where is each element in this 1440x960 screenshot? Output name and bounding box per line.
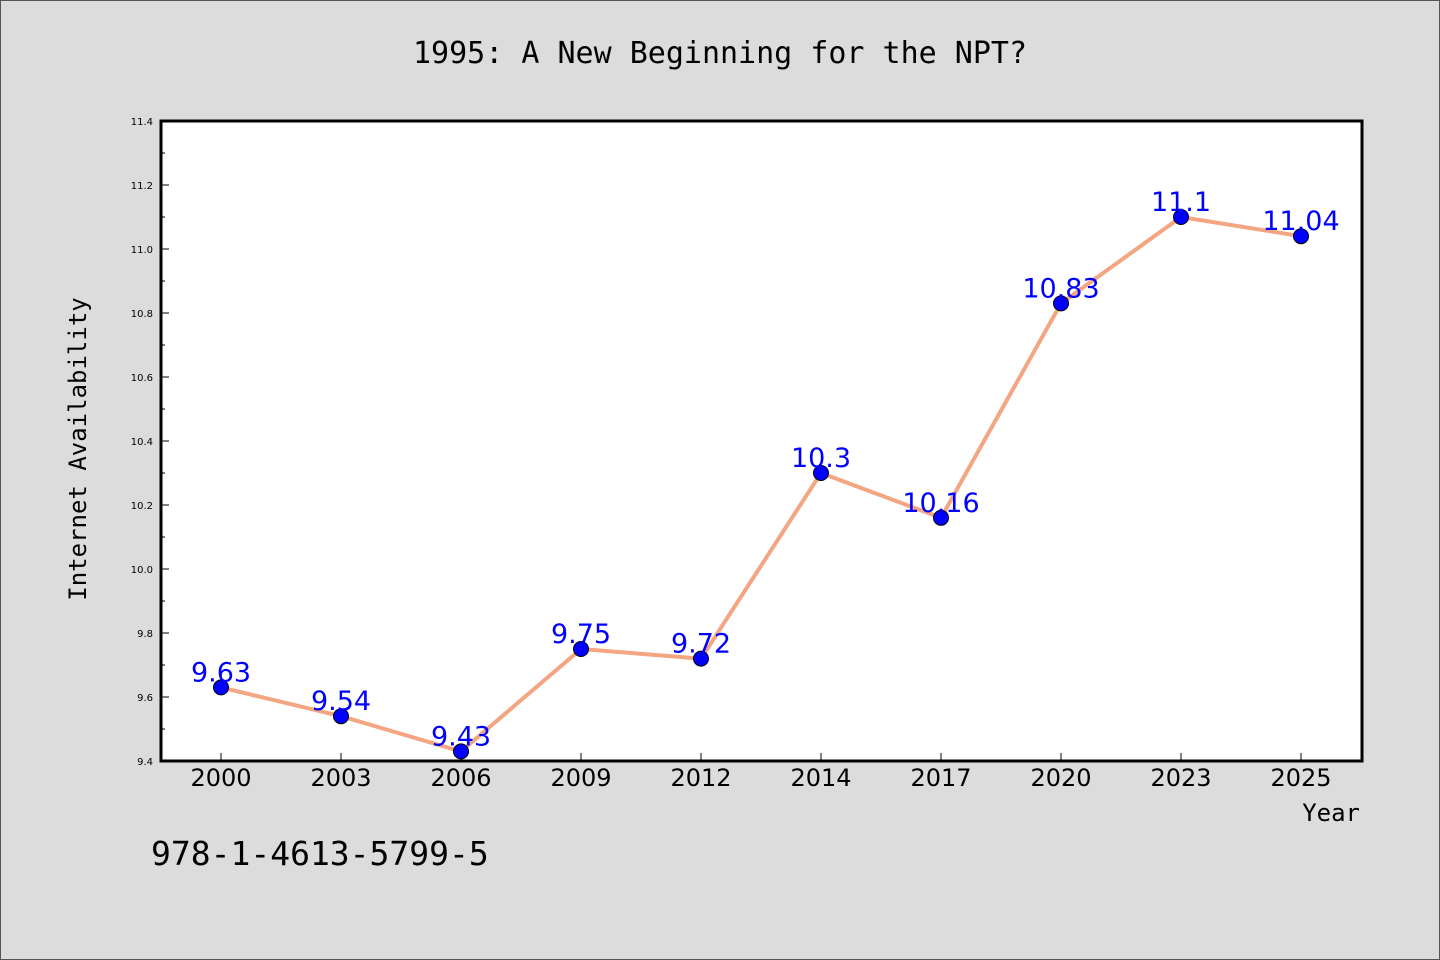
- series-line: [220, 215, 1302, 754]
- data-label: 9.43: [431, 721, 491, 752]
- x-tick-label: 2017: [910, 764, 971, 792]
- data-point: [213, 679, 229, 696]
- y-tick-label: 10.4: [131, 437, 153, 448]
- data-label: 9.63: [191, 657, 251, 688]
- data-point: [813, 465, 829, 481]
- data-label: 10.83: [1022, 273, 1099, 304]
- y-tick-label: 10.6: [131, 373, 153, 384]
- data-label: 11.1: [1151, 187, 1211, 218]
- x-axis: 2000 2003 2006 2009 2012 2014 2017 2020 2023 2025: [190, 753, 1332, 792]
- y-tick-label: 10.8: [131, 309, 153, 320]
- x-tick-label: 2006: [430, 764, 491, 792]
- data-point: [453, 743, 469, 760]
- data-point: [573, 641, 589, 657]
- data-label: 10.16: [902, 488, 979, 519]
- y-tick-label: 11.2: [131, 181, 153, 192]
- y-tick-label: 9.6: [137, 693, 153, 704]
- y-axis: 9.4 9.6 9.8 10.0 10.2 10.4 10.6 10.8 11.0 11.2 11.…: [131, 117, 169, 768]
- chart-title: 1995: A New Beginning for the NPT?: [413, 36, 1027, 71]
- y-tick-label: 9.4: [137, 757, 153, 768]
- data-label: 11.04: [1262, 206, 1339, 237]
- x-tick-label: 2000: [190, 764, 251, 792]
- x-tick-label: 2003: [310, 764, 371, 792]
- y-tick-label: 9.8: [137, 629, 153, 640]
- y-tick-label: 10.2: [131, 501, 153, 512]
- x-tick-label: 2009: [550, 764, 611, 792]
- data-label: 9.54: [311, 686, 371, 717]
- data-point: [1173, 209, 1189, 225]
- x-axis-label: Year: [1302, 799, 1360, 827]
- y-tick-label: 11.4: [131, 117, 153, 128]
- plot-area: [159, 119, 1364, 763]
- y-tick-label: 11.0: [131, 245, 153, 256]
- isbn-footnote: 978-1-4613-5799-5: [151, 834, 489, 873]
- x-tick-label: 2025: [1270, 764, 1331, 792]
- x-tick-label: 2014: [790, 764, 851, 792]
- data-point: [1293, 228, 1309, 245]
- data-label: 10.3: [791, 443, 851, 474]
- x-tick-label: 2020: [1030, 764, 1091, 792]
- y-tick-label: 10.0: [131, 565, 153, 576]
- data-point: [933, 509, 949, 526]
- data-label: 9.75: [551, 619, 611, 650]
- y-axis-label: Internet Availability: [64, 297, 92, 600]
- series-internet-availability: 9.63 9.54 9.43 9.75 9.72 10.3 10.16 10.83 11.1 11…: [191, 187, 1340, 760]
- x-tick-label: 2023: [1150, 764, 1211, 792]
- data-point: [693, 650, 709, 667]
- data-point: [1053, 295, 1069, 312]
- x-tick-label: 2012: [670, 764, 731, 792]
- data-point: [333, 708, 349, 725]
- data-label: 9.72: [671, 629, 731, 660]
